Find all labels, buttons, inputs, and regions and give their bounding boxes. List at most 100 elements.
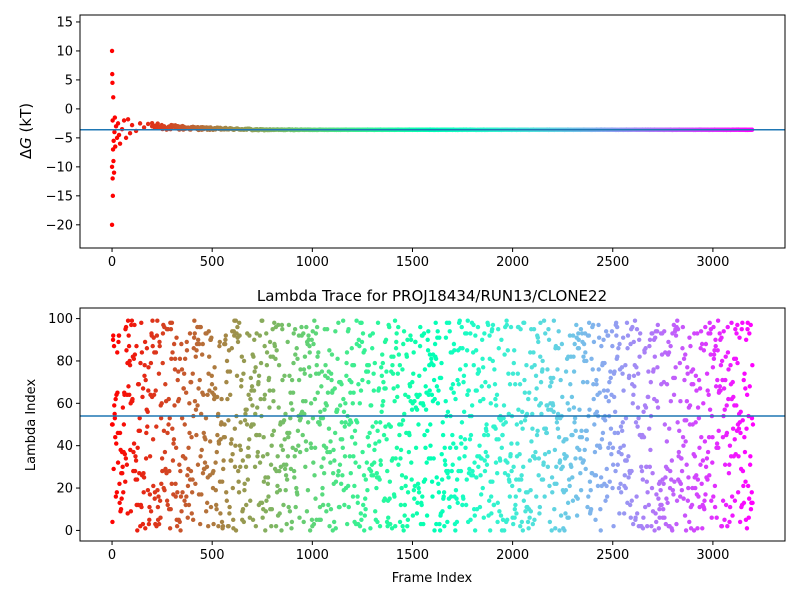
lambda-point <box>121 490 125 494</box>
lambda-point <box>533 450 537 454</box>
lambda-point <box>489 401 493 405</box>
lambda-point <box>246 477 250 481</box>
lambda-point <box>360 340 364 344</box>
lambda-point <box>734 331 738 335</box>
lambda-point <box>671 492 675 496</box>
lambda-point <box>333 386 337 390</box>
lambda-point <box>566 501 570 505</box>
lambda-point <box>437 335 441 339</box>
lambda-point <box>621 388 625 392</box>
lambda-point <box>151 344 155 348</box>
lambda-point <box>521 528 525 532</box>
lambda-point <box>180 490 184 494</box>
lambda-point <box>452 348 456 352</box>
lambda-point <box>511 465 515 469</box>
lambda-point <box>725 403 729 407</box>
lambda-point <box>355 494 359 498</box>
lambda-point <box>224 380 228 384</box>
lambda-point <box>678 399 682 403</box>
lambda-point <box>147 522 151 526</box>
lambda-point <box>663 422 667 426</box>
lambda-point <box>502 403 506 407</box>
lambda-point <box>619 424 623 428</box>
lambda-point <box>308 350 312 354</box>
lambda-point <box>155 319 159 323</box>
lambda-point <box>730 494 734 498</box>
lambda-point <box>375 520 379 524</box>
lambda-point <box>681 325 685 329</box>
lambda-point <box>642 435 646 439</box>
lambda-point <box>127 393 131 397</box>
lambda-point <box>343 454 347 458</box>
lambda-point <box>143 526 147 530</box>
lambda-point <box>178 528 182 532</box>
dg-y-tick-label: 15 <box>56 15 73 30</box>
lambda-point <box>513 503 517 507</box>
lambda-point <box>623 363 627 367</box>
lambda-point <box>171 441 175 445</box>
lambda-point <box>349 420 353 424</box>
lambda-point <box>726 325 730 329</box>
lambda-point <box>458 367 462 371</box>
lambda-point <box>560 342 564 346</box>
lambda-point <box>330 352 334 356</box>
lambda-point <box>750 490 754 494</box>
lambda-point <box>359 388 363 392</box>
lambda-point <box>459 435 463 439</box>
lambda-point <box>547 450 551 454</box>
lambda-point <box>679 456 683 460</box>
lambda-point <box>686 475 690 479</box>
lambda-point <box>443 446 447 450</box>
lambda-point <box>453 528 457 532</box>
lambda-point <box>606 388 610 392</box>
lambda-point <box>742 371 746 375</box>
lambda-point <box>405 524 409 528</box>
lambda-point <box>616 463 620 467</box>
lambda-point <box>333 329 337 333</box>
lambda-point <box>515 422 519 426</box>
lambda-point <box>708 407 712 411</box>
lambda-point <box>473 333 477 337</box>
lambda-point <box>142 363 146 367</box>
lambda-point <box>460 346 464 350</box>
lambda-point <box>128 363 132 367</box>
lambda-point <box>155 488 159 492</box>
lambda-point <box>734 357 738 361</box>
lambda-point <box>372 448 376 452</box>
dg-point <box>111 159 115 163</box>
lambda-point <box>490 479 494 483</box>
lambda-point <box>183 456 187 460</box>
lambda-point <box>477 443 481 447</box>
lambda-point <box>214 488 218 492</box>
lambda-point <box>626 475 630 479</box>
lambda-point <box>309 446 313 450</box>
lambda-point <box>351 454 355 458</box>
lambda-point <box>566 516 570 520</box>
lambda-point <box>115 391 119 395</box>
lambda-point <box>597 335 601 339</box>
lambda-point <box>599 475 603 479</box>
lambda-point <box>465 348 469 352</box>
lambda-point <box>248 499 252 503</box>
lambda-point <box>498 458 502 462</box>
lambda-point <box>510 484 514 488</box>
lambda-point <box>648 448 652 452</box>
lambda-point <box>608 441 612 445</box>
lambda-point <box>172 403 176 407</box>
dg-point <box>112 130 116 134</box>
lambda-point <box>434 357 438 361</box>
lambda-point <box>127 359 131 363</box>
lambda-point <box>613 410 617 414</box>
lambda-point <box>423 446 427 450</box>
lambda-point <box>327 427 331 431</box>
lambda-point <box>198 454 202 458</box>
lambda-point <box>270 507 274 511</box>
lambda-point <box>550 490 554 494</box>
lambda-point <box>449 386 453 390</box>
lambda-point <box>363 507 367 511</box>
lambda-point <box>695 526 699 530</box>
lambda-point <box>321 456 325 460</box>
dg-point <box>110 223 114 227</box>
lambda-point <box>675 499 679 503</box>
lambda-point <box>110 422 114 426</box>
